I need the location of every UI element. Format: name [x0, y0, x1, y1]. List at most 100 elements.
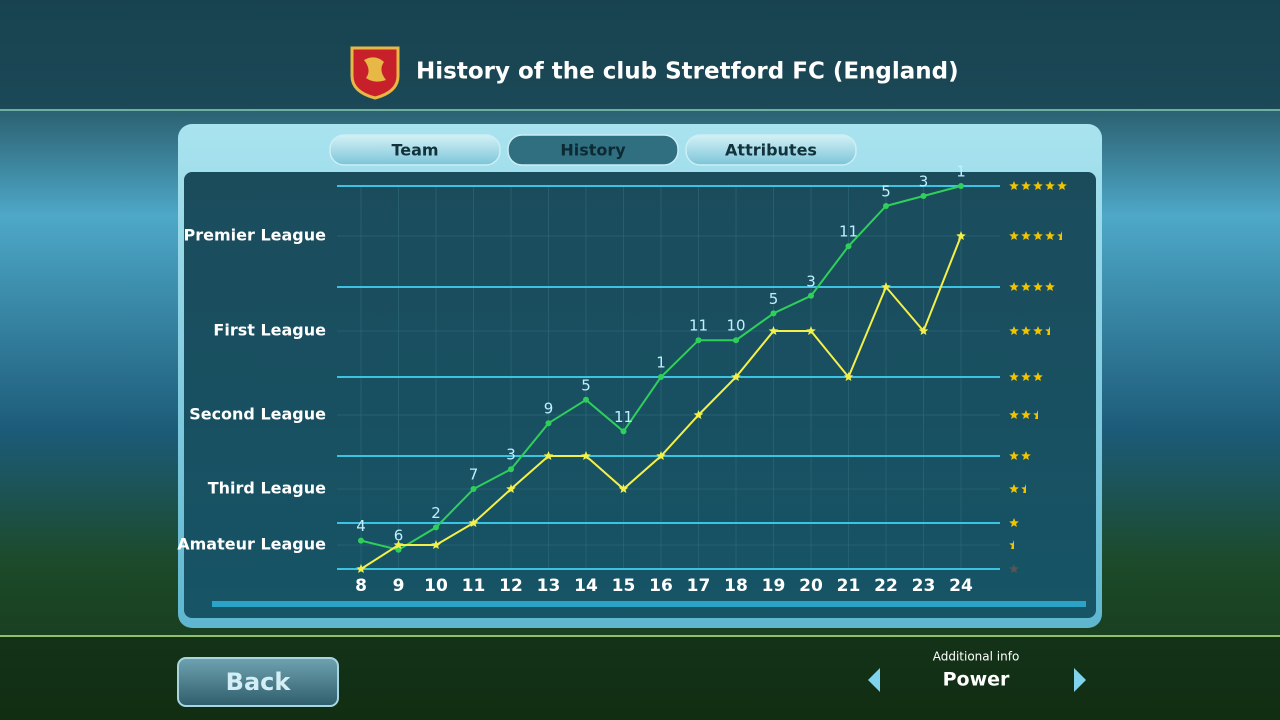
rating-star	[1021, 326, 1031, 335]
rating-star	[1021, 282, 1031, 291]
x-tick-label: 10	[424, 576, 448, 596]
rating-star	[1009, 372, 1019, 381]
x-tick-label: 13	[537, 576, 561, 596]
header-bar	[0, 0, 1280, 110]
star-marker	[506, 484, 516, 493]
back-button[interactable]	[177, 657, 339, 707]
x-tick-label: 8	[355, 576, 367, 596]
dot-marker	[808, 292, 814, 299]
x-tick-label: 11	[462, 576, 486, 596]
star-marker	[731, 372, 741, 381]
tab[interactable]	[329, 134, 501, 166]
dot-marker	[508, 466, 514, 473]
tab[interactable]	[507, 134, 679, 166]
rating-half-star	[1045, 326, 1050, 335]
star-marker	[356, 564, 366, 573]
next-arrow[interactable]	[1074, 668, 1086, 692]
league-label: Third League	[208, 479, 326, 498]
league-position: 5	[581, 376, 591, 394]
star-marker	[918, 326, 929, 335]
dot-marker	[958, 183, 964, 189]
back-button-label[interactable]: Back	[226, 668, 292, 696]
rating-star	[1021, 372, 1031, 381]
rating-half-star	[1057, 231, 1062, 240]
dot-marker	[470, 486, 477, 492]
rating-star	[1033, 282, 1043, 291]
rating-half-star	[1009, 540, 1014, 549]
x-tick-label: 23	[912, 576, 936, 596]
league-position: 6	[394, 526, 404, 544]
rating-star	[1009, 231, 1019, 240]
league-position: 3	[919, 173, 929, 191]
rating-star	[1021, 410, 1031, 419]
league-position: 3	[806, 272, 816, 290]
rating-star	[1045, 231, 1055, 240]
x-tick-label: 17	[687, 576, 711, 596]
screen-title: History of the club Stretford FC (Englan…	[416, 59, 959, 85]
league-position: 2	[431, 504, 441, 522]
tab[interactable]	[685, 134, 857, 166]
panel-bottom-bar	[212, 601, 1086, 607]
star-marker	[956, 231, 966, 240]
star-marker	[393, 540, 404, 549]
rating-star	[1009, 410, 1019, 419]
star-marker	[543, 451, 554, 460]
tab-label[interactable]: Team	[391, 141, 438, 160]
rating-star	[1033, 326, 1043, 335]
dot-marker	[658, 374, 664, 380]
x-tick-label: 20	[799, 576, 823, 596]
dot-marker	[395, 546, 402, 553]
league-position: 10	[726, 317, 745, 335]
star-marker	[768, 326, 779, 335]
tabs: Team History Attributes	[329, 134, 857, 166]
info-value[interactable]: Power	[943, 669, 1010, 691]
x-tick-label: 14	[574, 576, 598, 596]
league-label: Premier League	[184, 226, 327, 245]
rating-star	[1009, 451, 1019, 460]
tab-label[interactable]: History	[560, 141, 626, 160]
prev-arrow[interactable]	[868, 668, 880, 692]
rating-star	[1009, 518, 1019, 527]
dot-marker	[920, 193, 927, 199]
x-tick-label: 9	[393, 576, 405, 596]
league-position: 9	[544, 400, 554, 418]
league-position: 1	[956, 163, 966, 181]
league-position: 7	[469, 466, 479, 484]
star-marker	[656, 451, 666, 460]
star-marker	[618, 484, 629, 493]
star-marker	[881, 282, 891, 291]
rating-star	[1009, 181, 1019, 190]
star-marker	[843, 372, 854, 381]
league-position: 11	[839, 223, 858, 241]
tab-label[interactable]: Attributes	[725, 141, 817, 160]
dot-marker	[770, 310, 777, 317]
league-position: 3	[506, 446, 516, 464]
rating-star	[1045, 282, 1055, 291]
dot-marker	[733, 337, 739, 344]
league-position: 1	[656, 354, 666, 372]
rating-half-star	[1033, 410, 1038, 419]
info-label: Additional info	[933, 650, 1020, 664]
league-position: 5	[881, 183, 891, 201]
dot-marker	[695, 337, 702, 344]
rating-star	[1009, 484, 1019, 493]
rating-star	[1033, 372, 1043, 381]
rating-star	[1033, 181, 1043, 190]
x-tick-label: 16	[649, 576, 673, 596]
rating-star	[1033, 231, 1043, 240]
star-marker	[581, 451, 591, 460]
rating-star	[1009, 282, 1019, 291]
rating-star	[1009, 326, 1019, 335]
rating-star	[1021, 181, 1031, 190]
x-tick-label: 22	[874, 576, 898, 596]
panel-inner	[184, 172, 1096, 618]
league-position: 5	[769, 290, 779, 308]
x-tick-label: 12	[499, 576, 523, 596]
league-position: 11	[689, 317, 708, 335]
star-marker	[693, 410, 704, 419]
rating-half-star	[1021, 484, 1026, 493]
league-label: First League	[213, 321, 326, 340]
league-label: Second League	[189, 405, 326, 424]
dot-marker	[583, 396, 589, 403]
dot-marker	[358, 537, 364, 544]
